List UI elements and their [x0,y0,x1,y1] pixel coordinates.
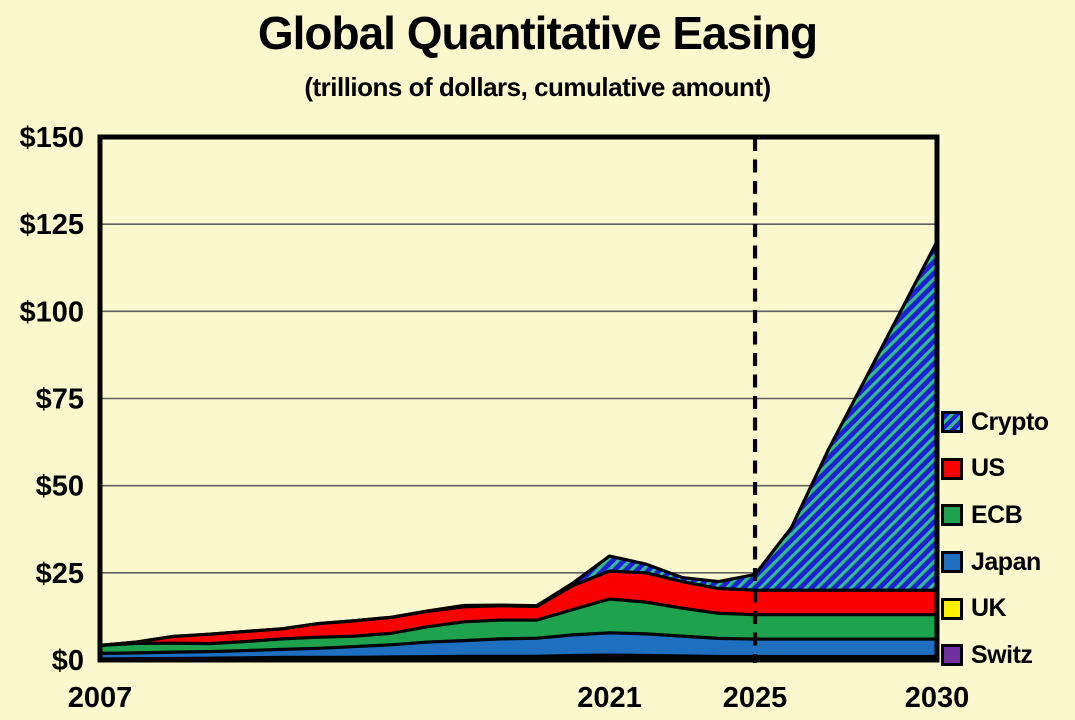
legend-label: Japan [971,547,1041,576]
series-outline-crypto [99,240,939,647]
y-axis-tick-label: $150 [19,122,84,154]
legend-label: UK [971,594,1007,623]
ecb-legend-swatch [941,504,963,527]
legend-item-switz: Switz [941,632,1049,679]
uk-legend-swatch [941,597,963,620]
area-ecb [100,598,937,654]
legend-label: Switz [971,640,1033,669]
chart-title: Global Quantitative Easing [257,7,818,59]
crypto-legend-swatch [941,411,963,434]
switz-legend-swatch [941,644,963,667]
japan-legend-swatch [941,551,963,574]
us-legend-swatch [941,457,963,480]
y-axis-tick-label: $75 [36,384,84,416]
legend-item-uk: UK [941,585,1049,632]
legend-label: ECB [971,500,1023,529]
y-axis-tick-label: $50 [36,471,84,503]
plot-border [97,134,940,663]
x-axis-tick-label: 2021 [577,682,642,714]
y-axis-tick-label: $25 [36,558,84,590]
y-axis-tick-label: $0 [52,645,84,677]
series-outline-japan [99,631,937,655]
x-axis-tick-label: 2030 [905,682,970,714]
y-axis-tick-label: $125 [19,209,84,241]
y-axis-tick-label: $100 [19,296,84,328]
x-axis-tick-label: 2025 [723,682,788,714]
legend-item-us: US [941,446,1049,493]
legend-label: Crypto [971,407,1049,436]
legend-item-ecb: ECB [941,492,1049,539]
legend-item-japan: Japan [941,539,1049,586]
chart-subtitle: (trillions of dollars, cumulative amount… [304,72,771,102]
x-axis-tick-label: 2007 [68,682,133,714]
series-outline-ecb [99,597,937,647]
legend: Crypto US ECB Japan UK Switz [941,399,1049,679]
legend-label: US [971,454,1005,483]
legend-item-crypto: Crypto [941,399,1049,446]
